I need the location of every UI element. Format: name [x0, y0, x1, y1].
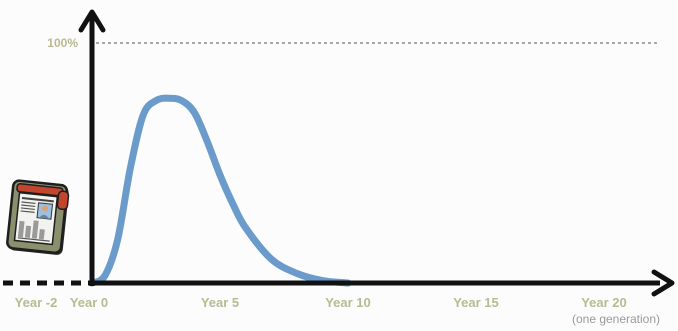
x-tick-sublabel: (one generation): [572, 312, 660, 326]
newspaper-icon: [6, 179, 70, 255]
x-tick-label: Year 0: [70, 295, 108, 310]
x-tick-label: Year 20: [581, 295, 627, 310]
x-tick-label: Year -2: [15, 295, 58, 310]
x-axis-arrowhead: [651, 269, 675, 297]
x-tick-label: Year 10: [325, 295, 371, 310]
x-tick-label: Year 5: [201, 295, 239, 310]
reference-line-label: 100%: [47, 36, 78, 50]
series-line: [88, 94, 352, 287]
x-tick-labels: Year -2 Year 0 Year 5 Year 10 Year 15 Ye…: [15, 295, 660, 326]
x-tick-label: Year 15: [453, 295, 499, 310]
y-axis-arrowhead: [78, 9, 106, 33]
